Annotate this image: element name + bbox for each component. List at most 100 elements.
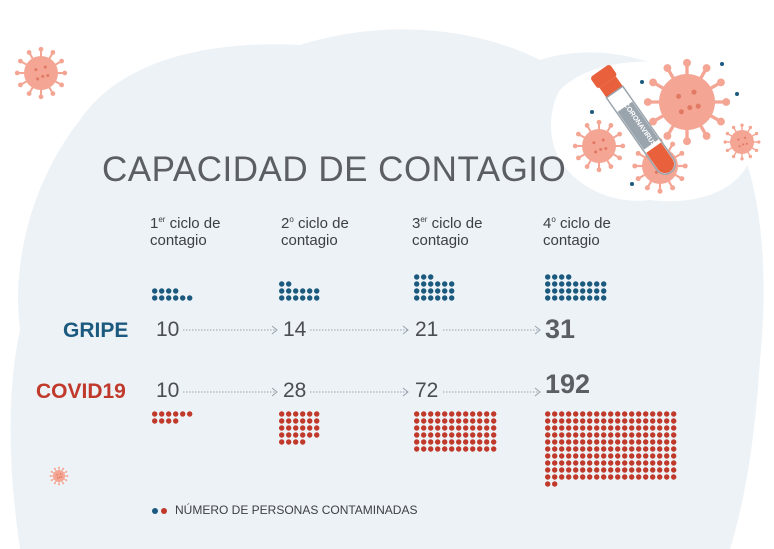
covid-dot-cycle-2 [279,439,285,445]
gripe-dot-cycle-4 [594,288,600,294]
gripe-dot-cycle-2 [286,295,292,301]
gripe-dot-cycle-4 [559,295,565,301]
gripe-dot-cycle-2 [293,295,299,301]
covid-dot-cycle-4 [559,411,565,417]
covid-dot-cycle-4 [552,453,558,459]
covid-dot-cycle-4 [622,425,628,431]
covid-dot-cycle-4 [594,467,600,473]
covid-dot-cycle-4 [608,432,614,438]
covid-dot-cycle-2 [279,418,285,424]
covid-dot-cycle-4 [664,439,670,445]
covid-dot-cycle-3 [491,418,497,424]
covid-dot-cycle-3 [491,446,497,452]
covid-dot-cycle-4 [664,453,670,459]
legend-dots [152,508,167,514]
gripe-dot-cycle-4 [559,281,565,287]
gripe-dot-cycle-3 [442,295,448,301]
covid-dot-cycle-4 [573,446,579,452]
covid-dot-cycle-2 [300,418,306,424]
covid-dot-cycle-4 [580,425,586,431]
gripe-dot-cycle-2 [286,281,292,287]
covid-dot-cycle-4 [671,411,677,417]
covid-dot-cycle-4 [671,425,677,431]
gripe-dot-cycle-4 [552,295,558,301]
gripe-dot-cycle-3 [435,288,441,294]
gripe-dot-cycle-4 [566,274,572,280]
covid-dot-cycle-4 [650,453,656,459]
gripe-value-1: 10 [156,318,180,341]
gripe-dot-cycle-1 [159,295,165,301]
covid-dot-cycle-4 [552,481,558,487]
covid-dot-cycle-4 [608,474,614,480]
covid-dot-cycle-4 [545,425,551,431]
covid-dot-cycle-3 [414,432,420,438]
covid-dot-cycle-2 [307,425,313,431]
gripe-dot-cycle-1 [187,295,193,301]
covid-dot-cycle-4 [545,446,551,452]
covid-dot-cycle-4 [545,418,551,424]
covid-dot-cycle-3 [491,439,497,445]
covid-dot-cycle-3 [484,425,490,431]
covid-dot-cycle-4 [650,418,656,424]
covid-dot-cycle-4 [657,460,663,466]
covid-dot-cycle-4 [657,439,663,445]
covid-dot-cycle-4 [573,425,579,431]
covid-dot-cycle-4 [552,474,558,480]
covid-dot-cycle-3 [477,439,483,445]
gripe-dot-cycle-2 [279,281,285,287]
covid-dot-cycle-3 [477,446,483,452]
covid-dot-cycle-3 [449,411,455,417]
covid-dot-cycle-4 [629,474,635,480]
covid-dot-cycle-4 [573,453,579,459]
covid-dot-cycle-4 [545,467,551,473]
covid-dot-cycle-4 [664,418,670,424]
covid-dot-cycle-2 [293,411,299,417]
covid-dot-cycle-4 [559,439,565,445]
covid-dot-cycle-4 [552,425,558,431]
covid-dot-cycle-4 [657,418,663,424]
covid-dot-cycle-2 [279,425,285,431]
covid-dot-cycle-4 [643,474,649,480]
covid-dot-cycle-3 [463,439,469,445]
covid-dot-cycle-3 [442,425,448,431]
gripe-dot-cycle-4 [545,288,551,294]
gripe-dot-cycle-3 [421,274,427,280]
covid-dot-cycle-4 [622,432,628,438]
covid-dot-cycle-1 [159,411,165,417]
covid-dot-cycle-4 [594,432,600,438]
covid-dot-cycle-3 [484,439,490,445]
covid-dot-cycle-4 [657,467,663,473]
gripe-dot-cycle-4 [559,288,565,294]
covid-dot-cycle-4 [559,432,565,438]
covid-dot-cycle-3 [428,446,434,452]
covid-dot-cycle-4 [580,453,586,459]
covid-dot-cycle-3 [463,418,469,424]
covid-dot-cycle-3 [435,418,441,424]
covid-dot-cycle-4 [622,453,628,459]
test-tube-illustration: CORONAVIRUS [572,58,761,194]
covid-dot-cycle-4 [594,453,600,459]
covid-dot-cycle-4 [629,418,635,424]
covid-dot-cycle-4 [559,467,565,473]
covid-dot-cycle-2 [307,418,313,424]
gripe-dot-cycle-2 [286,288,292,294]
covid-dot-cycle-4 [671,453,677,459]
covid-dot-cycle-2 [279,432,285,438]
covid-dot-cycle-4 [552,460,558,466]
gripe-dot-cycle-3 [442,288,448,294]
covid-dot-cycle-4 [587,425,593,431]
covid-dot-cycle-4 [587,432,593,438]
covid-dot-cycle-4 [657,425,663,431]
covid-dot-cycle-4 [671,439,677,445]
covid-dot-cycle-3 [421,446,427,452]
gripe-dot-cycle-3 [421,288,427,294]
covid-dot-cycle-4 [636,418,642,424]
covid-dot-cycle-4 [559,425,565,431]
covid-dot-cycle-4 [657,474,663,480]
gripe-dot-cycle-4 [587,295,593,301]
covid-dot-cycle-4 [601,467,607,473]
covid-dot-cycle-4 [671,418,677,424]
covid-dot-cycle-2 [314,418,320,424]
covid-dot-cycle-4 [559,446,565,452]
covid-dot-cycle-2 [286,411,292,417]
